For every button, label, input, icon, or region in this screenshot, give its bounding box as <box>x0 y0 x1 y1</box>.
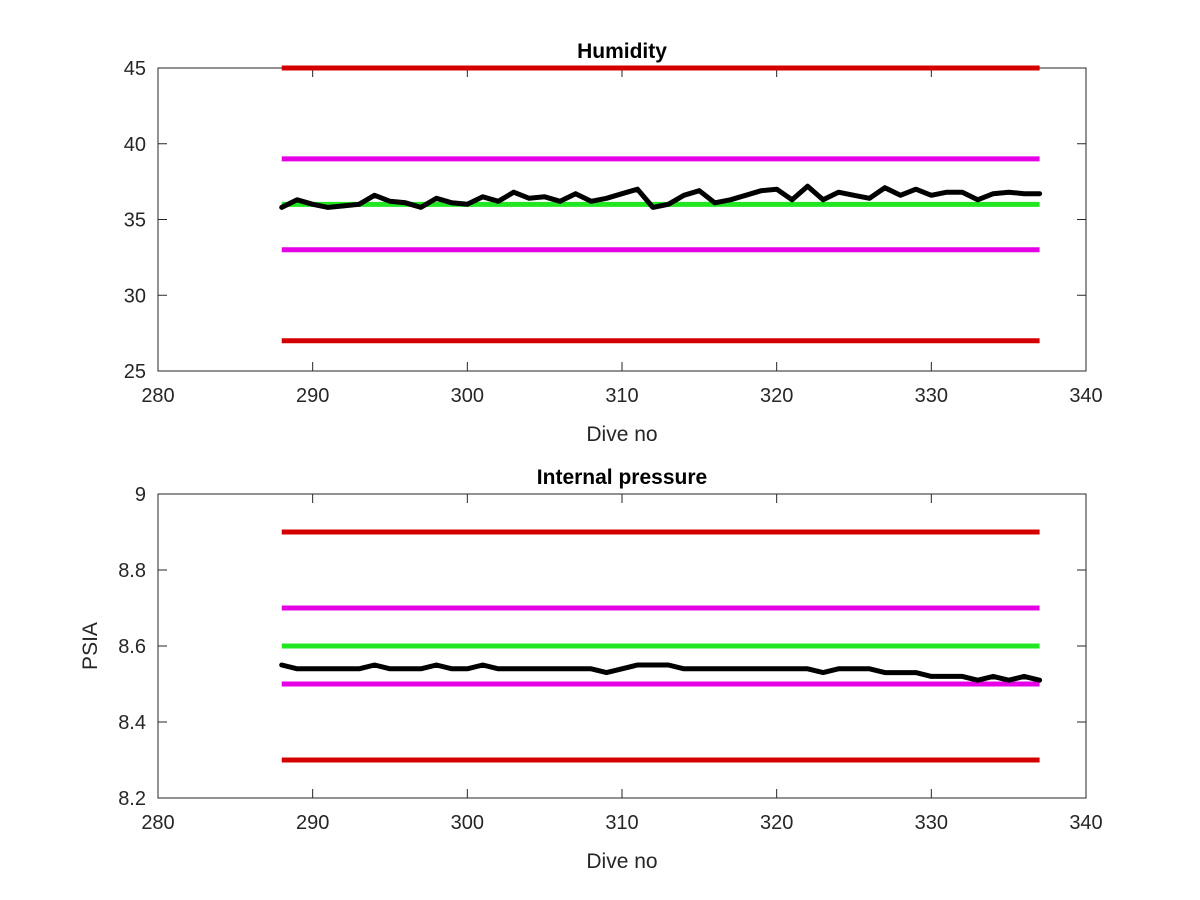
y-tick-label: 35 <box>124 210 146 232</box>
y-tick-label: 30 <box>124 285 146 307</box>
chart-title: Humidity <box>577 40 667 63</box>
y-tick-label: 8.2 <box>118 788 146 810</box>
x-tick-label: 340 <box>1069 812 1102 834</box>
y-tick-label: 45 <box>124 58 146 80</box>
x-tick-label: 330 <box>915 812 948 834</box>
x-tick-label: 330 <box>915 385 948 407</box>
x-tick-label: 320 <box>760 385 793 407</box>
x-tick-label: 300 <box>451 812 484 834</box>
chart-title: Internal pressure <box>537 466 707 489</box>
x-tick-label: 310 <box>605 812 638 834</box>
x-axis-label: Dive no <box>586 423 657 446</box>
x-tick-label: 340 <box>1069 385 1102 407</box>
y-tick-label: 8.6 <box>118 636 146 658</box>
x-axis-label: Dive no <box>586 850 657 873</box>
y-tick-label: 8.4 <box>118 712 146 734</box>
y-tick-label: 9 <box>135 484 146 506</box>
y-tick-label: 40 <box>124 134 146 156</box>
x-tick-label: 280 <box>141 385 174 407</box>
x-tick-label: 290 <box>296 385 329 407</box>
internal-pressure-chart: 280 290 300 310 320 330 340 8.2 8.4 8.6 8.8 9 Intern… <box>79 466 1103 873</box>
x-tick-label: 280 <box>141 812 174 834</box>
x-tick-label: 290 <box>296 812 329 834</box>
series-line <box>279 662 1043 683</box>
x-tick-label: 310 <box>605 385 638 407</box>
x-tick-label: 320 <box>760 812 793 834</box>
series-line <box>279 183 1043 210</box>
humidity-chart: 280 290 300 310 320 330 340 25 30 35 40 45 Humidity D… <box>124 40 1103 446</box>
y-axis-label: PSIA <box>79 622 102 670</box>
axes-box <box>157 67 1087 372</box>
x-tick-label: 300 <box>451 385 484 407</box>
y-tick-label: 8.8 <box>118 560 146 582</box>
y-tick-label: 25 <box>124 361 146 383</box>
